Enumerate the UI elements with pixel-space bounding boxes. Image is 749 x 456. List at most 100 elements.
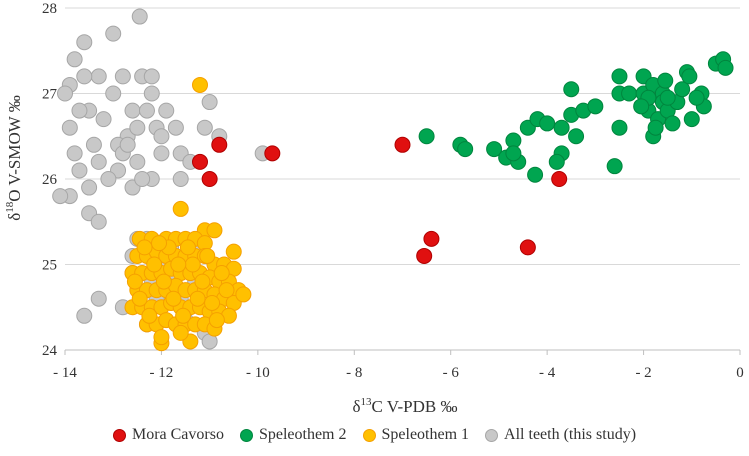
data-point [606, 158, 623, 175]
data-point [674, 81, 691, 98]
x-tick-labels: - 14 - 12 - 10 - 8 - 6 - 4 - 2 0 [53, 365, 744, 381]
legend-item: Mora Cavorso [112, 426, 224, 444]
data-point [155, 273, 172, 290]
data-point [548, 153, 565, 170]
x-tick-label: - 10 [246, 365, 270, 381]
legend-item: Speleothem 2 [239, 426, 347, 444]
data-point [141, 307, 158, 324]
x-tick-label: - 14 [53, 365, 77, 381]
data-point [683, 111, 700, 128]
data-point [587, 98, 604, 115]
data-point [153, 145, 170, 162]
data-point [136, 239, 153, 256]
data-point [423, 230, 440, 247]
legend-label: Speleothem 2 [258, 426, 347, 443]
data-point [192, 153, 208, 170]
data-point [119, 136, 136, 153]
data-point [206, 222, 223, 239]
y-tick-labels: 24 25 26 27 28 [42, 1, 58, 359]
legend: Mora Cavorso Speleothem 2 Speleothem 1 All … [0, 420, 749, 450]
legend-marker-icon [112, 428, 126, 442]
data-point [57, 85, 73, 102]
data-point [527, 166, 544, 183]
data-point [143, 68, 160, 85]
data-point [213, 265, 230, 282]
data-point [505, 145, 522, 162]
data-point [81, 179, 98, 196]
series-speleothem-1 [124, 76, 252, 352]
data-point [52, 188, 69, 205]
x-tick-label: - 8 [346, 365, 362, 381]
data-point [76, 68, 93, 85]
data-point [85, 136, 102, 153]
data-point [153, 329, 170, 346]
data-point [61, 119, 78, 136]
data-point [553, 119, 570, 136]
data-point [611, 119, 628, 136]
data-point [153, 128, 170, 145]
data-point [129, 119, 146, 136]
x-tick-label: - 4 [539, 365, 556, 381]
data-point [199, 247, 216, 264]
data-point [264, 145, 281, 162]
legend-label: All teeth (this study) [504, 426, 637, 443]
data-point [129, 153, 146, 170]
data-point [170, 256, 187, 273]
data-point [418, 128, 435, 145]
data-point [621, 85, 638, 102]
data-point [611, 68, 628, 85]
data-point [457, 141, 474, 158]
x-tick-label: 0 [736, 365, 744, 381]
data-point [196, 119, 213, 136]
data-point [179, 239, 196, 256]
data-point [71, 102, 88, 119]
data-point [633, 98, 650, 115]
x-tick-label: - 6 [443, 365, 460, 381]
data-point [95, 111, 112, 128]
y-tick-label: 24 [42, 343, 58, 359]
scatter-chart: 24 25 26 27 28 - 14 - 12 - 10 - 8 - 6 - 4 - 2 0 δ13… [4, 1, 744, 415]
series-speleothem-2 [418, 51, 734, 183]
x-axis-label: δ13C V-PDB ‰ [353, 396, 458, 415]
data-point [100, 171, 117, 187]
data-point [131, 8, 148, 25]
data-point [167, 119, 184, 136]
data-point [539, 115, 556, 132]
data-point [146, 256, 163, 273]
data-point [175, 307, 192, 324]
x-tick-label: - 12 [150, 365, 174, 381]
data-point [76, 34, 93, 51]
data-point [194, 273, 211, 290]
legend-item: Speleothem 1 [362, 426, 469, 444]
data-point [568, 128, 585, 145]
legend-marker-icon [239, 428, 253, 442]
data-point [657, 72, 674, 89]
data-point [184, 256, 201, 273]
y-tick-label: 27 [42, 87, 58, 103]
data-point [71, 162, 88, 179]
data-point [201, 171, 218, 187]
data-point [172, 324, 189, 341]
series-mora-cavorso [192, 136, 568, 264]
legend-marker-icon [362, 428, 376, 442]
data-point [218, 282, 235, 299]
data-point [208, 312, 225, 329]
data-point [114, 68, 131, 85]
data-points [52, 8, 734, 352]
legend-label: Mora Cavorso [131, 426, 224, 443]
x-tick-label: - 2 [635, 365, 651, 381]
data-point [659, 89, 676, 106]
data-point [519, 239, 536, 256]
data-point [201, 94, 218, 111]
data-point [151, 235, 168, 252]
data-point [717, 59, 734, 76]
data-point [105, 25, 122, 42]
data-point [172, 171, 189, 187]
data-point [416, 247, 433, 264]
data-point [681, 68, 698, 85]
data-point [66, 51, 83, 68]
data-point [235, 286, 252, 303]
y-axis-label: δ18O V-SMOW ‰ [4, 95, 24, 220]
data-point [192, 76, 208, 93]
data-point [143, 85, 160, 102]
